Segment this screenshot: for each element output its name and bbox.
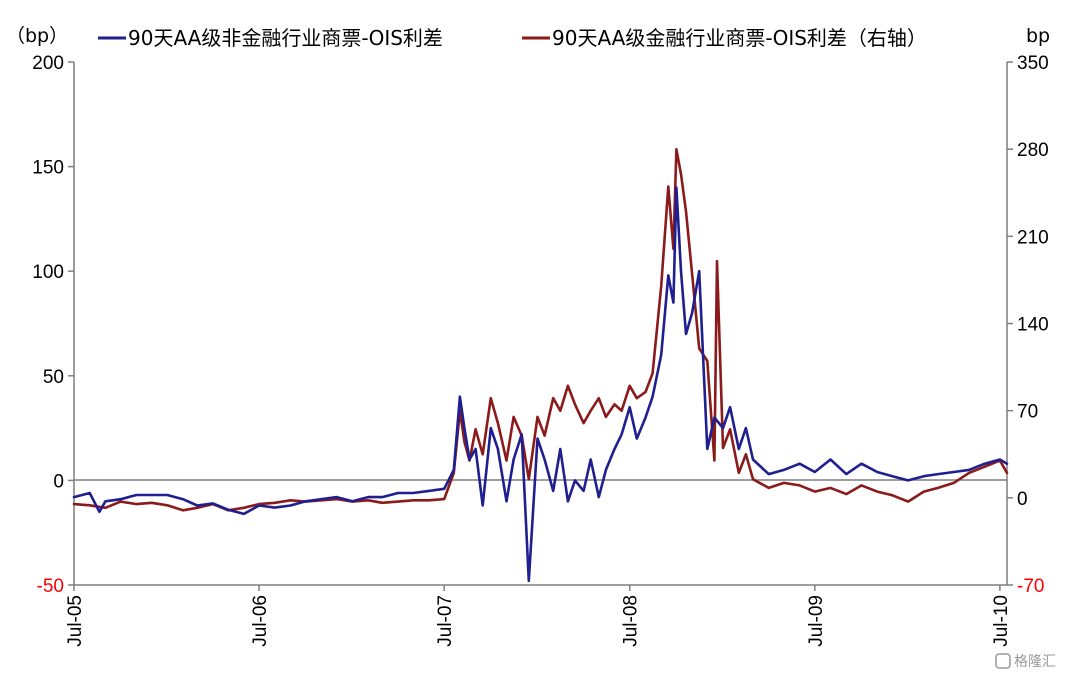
- x-tick-label: Jul-07: [435, 595, 456, 647]
- legend-label-left-series: 90天AA级非金融行业商票-OIS利差: [128, 26, 443, 50]
- left-tick-label: 50: [43, 367, 64, 388]
- left-tick-label: 200: [32, 53, 64, 74]
- left-tick-label: 0: [53, 471, 64, 492]
- right-tick-label: 140: [1017, 315, 1049, 336]
- right-tick-label: 350: [1017, 53, 1049, 74]
- x-tick-label: Jul-08: [621, 595, 642, 647]
- right-tick-label: 210: [1017, 227, 1049, 248]
- left-tick-label: 150: [32, 158, 64, 179]
- watermark: 格隆汇: [995, 653, 1056, 670]
- left-tick-label: 100: [32, 262, 64, 283]
- left-axis-ticks: -50 0 50 100 150 200: [32, 53, 74, 597]
- axes: [73, 62, 1008, 586]
- x-tick-label: Jul-09: [806, 595, 827, 647]
- left-tick-label: -50: [37, 576, 64, 597]
- right-tick-label: 280: [1017, 140, 1049, 161]
- legend: 90天AA级非金融行业商票-OIS利差 90天AA级金融行业商票-OIS利差（右…: [98, 26, 927, 50]
- right-axis-ticks: -70 0 70 140 210 280 350: [1007, 53, 1049, 597]
- watermark-text: 格隆汇: [1014, 654, 1056, 670]
- left-axis-unit-label: （bp）: [6, 25, 68, 47]
- watermark-logo-icon: [995, 653, 1011, 669]
- x-tick-label: Jul-06: [250, 595, 271, 647]
- x-axis-ticks: Jul-05 Jul-06 Jul-07 Jul-08 Jul-09 Jul-10: [65, 585, 1012, 647]
- x-tick-label: Jul-05: [65, 595, 86, 647]
- x-tick-label: Jul-10: [991, 595, 1012, 647]
- right-tick-label: -70: [1017, 576, 1044, 597]
- legend-label-right-series: 90天AA级金融行业商票-OIS利差（右轴）: [552, 26, 927, 50]
- right-tick-label: 0: [1017, 489, 1028, 510]
- right-tick-label: 70: [1017, 402, 1038, 423]
- series-line-left-axis: [72, 186, 1009, 583]
- series-lines: [72, 147, 1009, 583]
- right-axis-unit-label: bp: [1026, 25, 1050, 47]
- series-line-right-axis: [72, 147, 1009, 512]
